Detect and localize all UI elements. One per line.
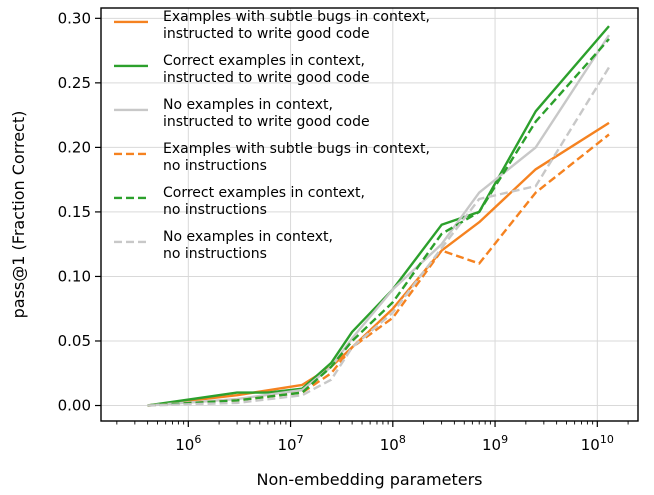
legend-label: Examples with subtle bugs in context, — [163, 141, 430, 157]
y-tick-label: 0.25 — [58, 74, 91, 92]
legend-label: no instructions — [163, 202, 267, 218]
legend-label: Correct examples in context, — [163, 53, 365, 69]
x-tick-label: 106 — [175, 433, 201, 454]
legend: Examples with subtle bugs in context,ins… — [114, 9, 430, 262]
legend-label: no instructions — [163, 246, 267, 262]
legend-label: Examples with subtle bugs in context, — [163, 9, 430, 25]
x-tick-label: 109 — [482, 433, 508, 454]
legend-label: instructed to write good code — [163, 70, 370, 86]
legend-label: No examples in context, — [163, 229, 333, 245]
legend-label: instructed to write good code — [163, 114, 370, 130]
series-line-6 — [147, 66, 611, 407]
x-tick-label: 108 — [380, 433, 406, 454]
y-tick-label: 0.15 — [58, 203, 91, 221]
legend-label: Correct examples in context, — [163, 185, 365, 201]
grid — [101, 8, 638, 421]
x-tick-label: 1010 — [581, 433, 614, 454]
y-tick-label: 0.20 — [58, 138, 91, 156]
y-tick-label: 0.10 — [58, 267, 91, 285]
series-line-1 — [147, 121, 610, 407]
axis-ticks: 0.00 0.05 0.10 0.15 0.20 0.25 0.30 106 107 108 109… — [58, 9, 629, 454]
legend-label: instructed to write good code — [163, 26, 370, 42]
y-tick-label: 0.05 — [58, 332, 91, 350]
y-tick-label: 0.30 — [58, 9, 91, 27]
x-axis-label: Non-embedding parameters — [256, 470, 482, 489]
series-line-5 — [147, 38, 610, 407]
legend-label: No examples in context, — [163, 97, 333, 113]
legend-label: no instructions — [163, 158, 267, 174]
y-tick-label: 0.00 — [58, 397, 91, 415]
x-tick-label: 107 — [278, 433, 304, 454]
y-axis-label: pass@1 (Fraction Correct) — [9, 111, 28, 319]
plot-frame — [100, 7, 639, 422]
series-lines — [147, 25, 611, 407]
series-line-3 — [147, 34, 611, 407]
series-line-4 — [147, 133, 610, 407]
